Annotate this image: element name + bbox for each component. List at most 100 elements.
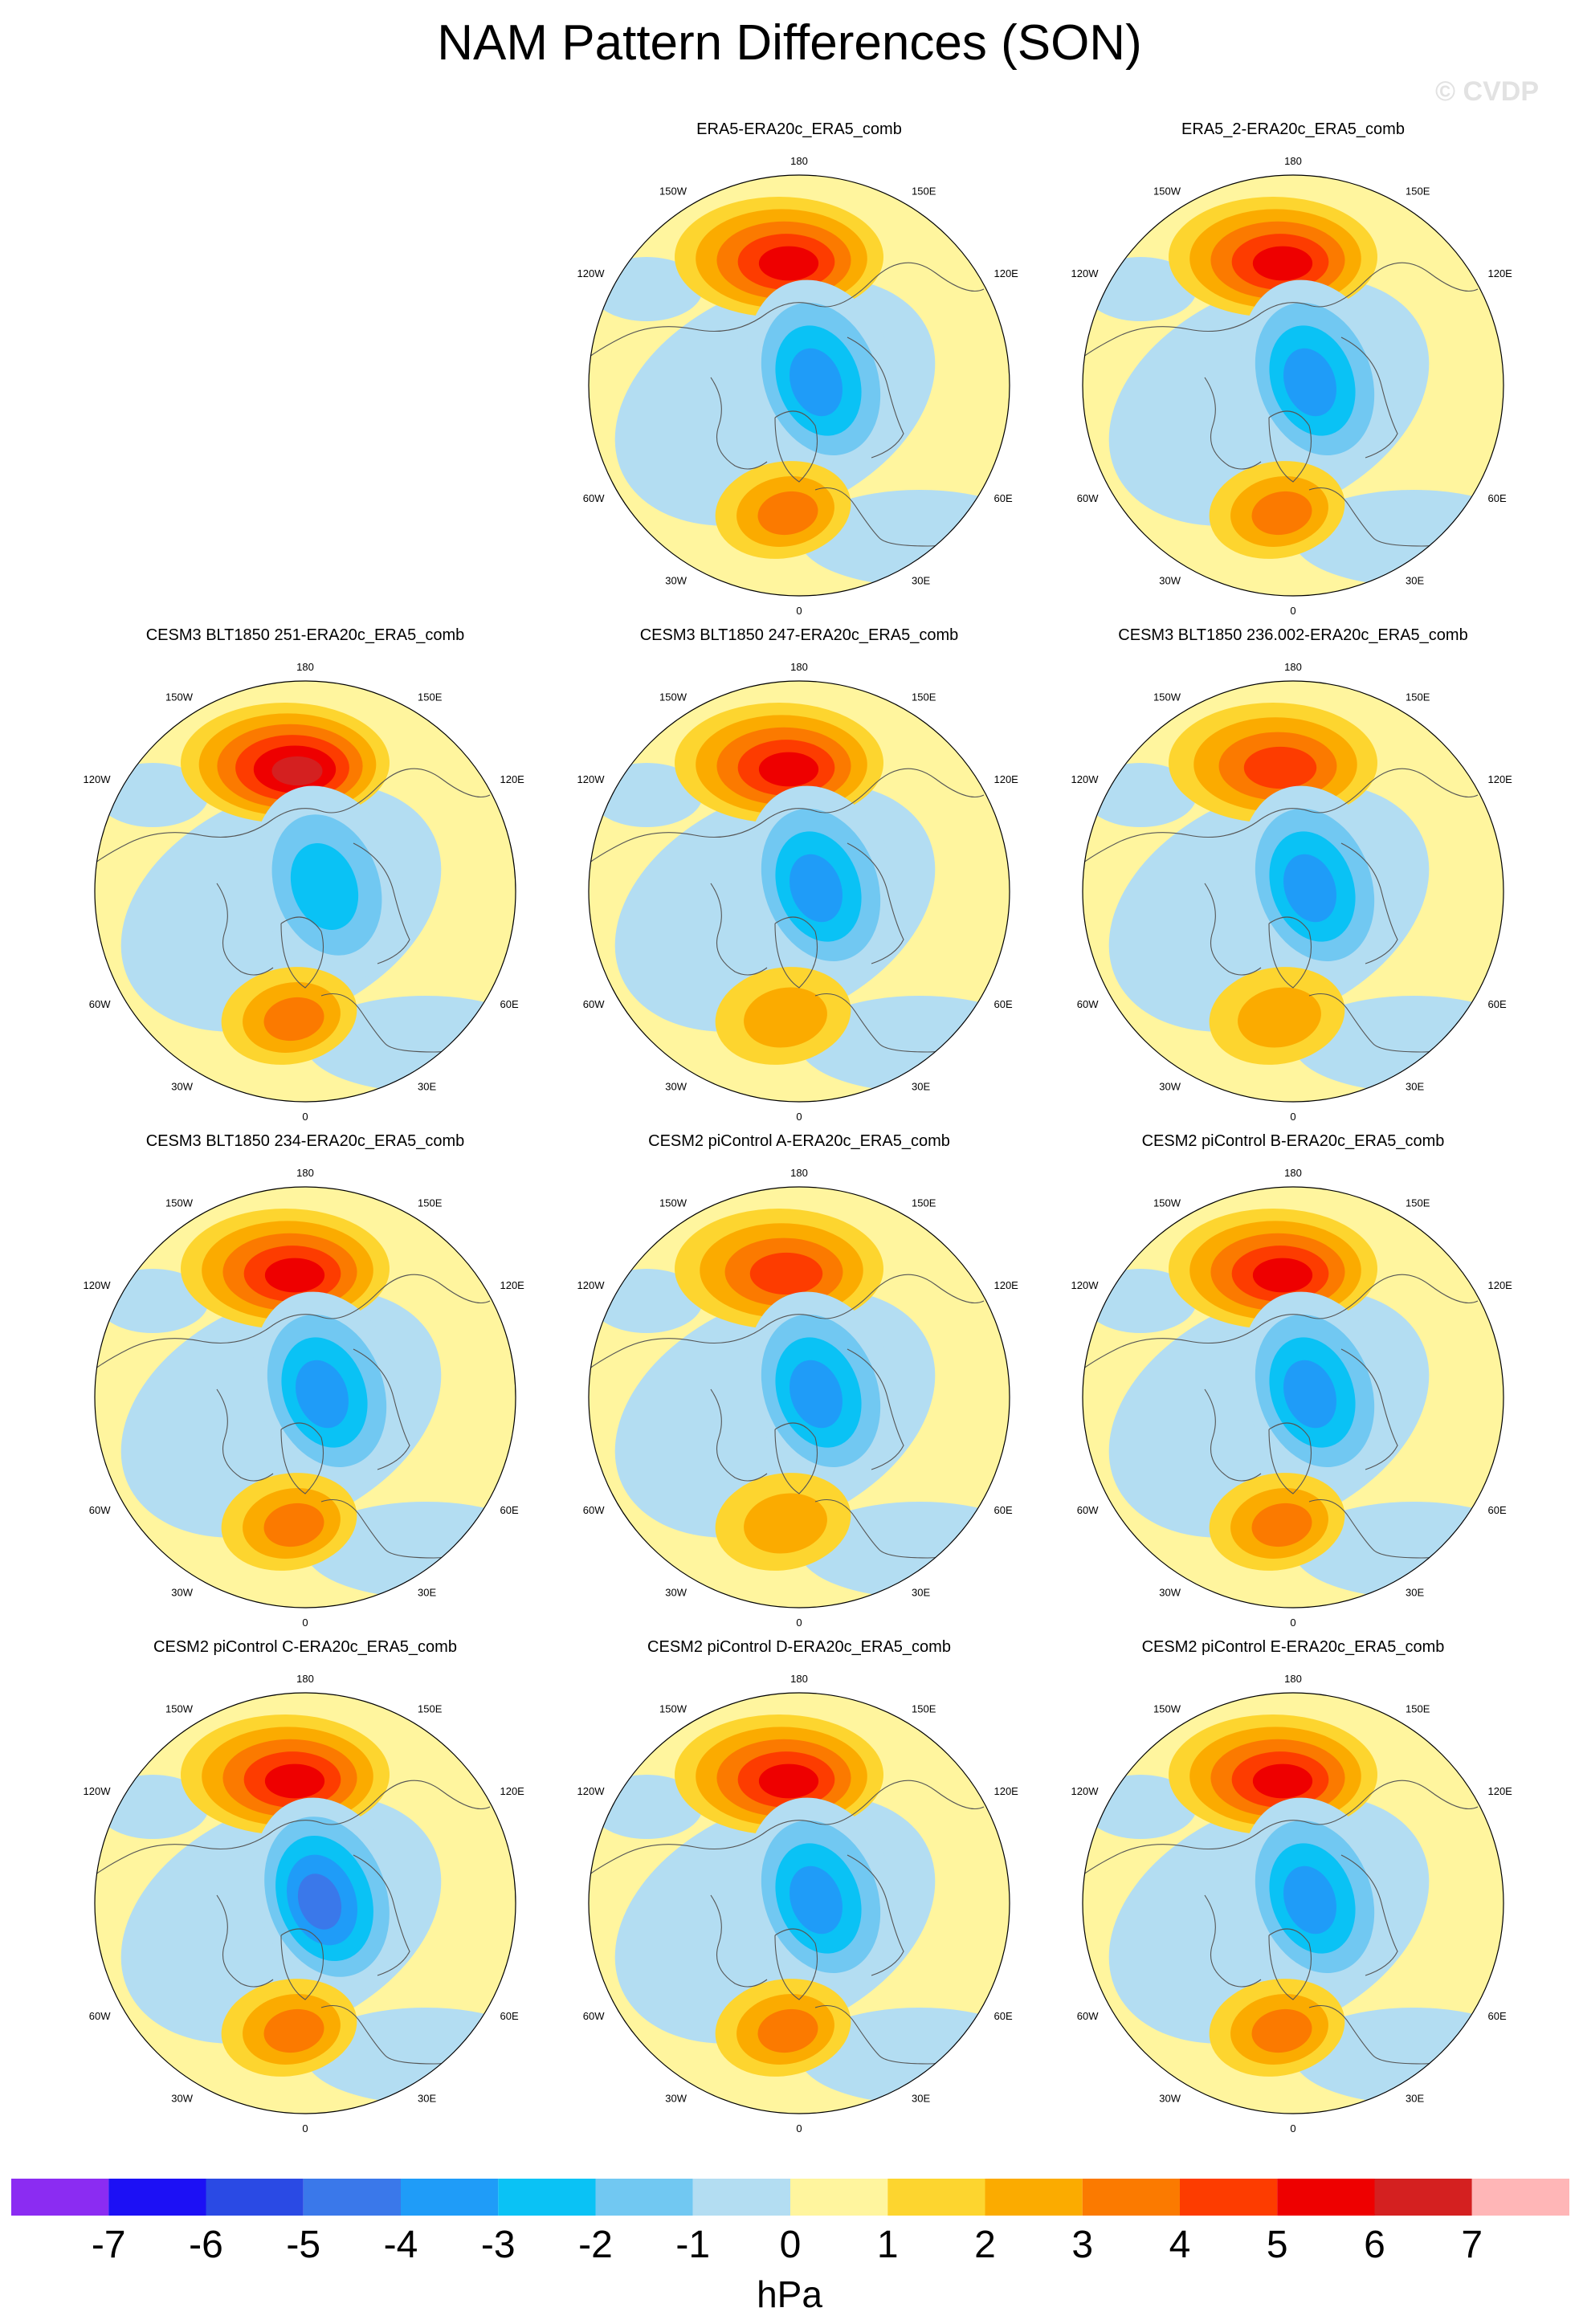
coastlines [589, 262, 985, 547]
longitude-label: 180 [790, 1673, 808, 1685]
pacific-high-contour [264, 1258, 325, 1293]
longitude-label: 60E [500, 2010, 518, 2022]
longitude-label: 120W [84, 773, 112, 785]
longitude-label: 90W [80, 1392, 81, 1404]
arctic-low-contour [790, 348, 843, 417]
polar-map: 180150E120E90E60E30E030W60W90W120W150W [80, 1167, 524, 1629]
colorbar-swatch [1082, 2179, 1180, 2216]
longitude-label: 60W [583, 1504, 605, 1516]
longitude-label: 90W [1068, 380, 1069, 392]
longitude-label: 30W [665, 574, 687, 586]
longitude-label: 30E [418, 1586, 436, 1598]
panel-title: ERA5-ERA20c_ERA5_comb [696, 120, 902, 138]
arctic-low-contour [1283, 348, 1336, 417]
longitude-label: 180 [790, 661, 808, 673]
longitude-label: 30E [1406, 1080, 1424, 1092]
longitude-label: 150E [912, 1197, 936, 1209]
coastline-alaska-canada [95, 818, 274, 876]
longitude-label: 150E [912, 1703, 936, 1715]
coastline-hudson [710, 1388, 768, 1482]
arctic-low-contour [790, 854, 843, 923]
longitude-label: 60W [1077, 998, 1099, 1010]
longitude-label: 60E [994, 1504, 1012, 1516]
longitude-label: 30W [665, 1586, 687, 1598]
panel-title: CESM2 piControl B-ERA20c_ERA5_comb [1141, 1132, 1445, 1150]
colorbar-tick-label: 6 [1364, 2224, 1385, 2266]
copyright-watermark: © CVDP [1435, 76, 1539, 107]
colorbar-tick-label: 3 [1071, 2224, 1093, 2266]
longitude-label: 30W [171, 1080, 193, 1092]
coastline-greenland [1268, 1928, 1312, 2000]
longitude-label: 150E [418, 1197, 443, 1209]
map-panel: CESM2 piControl E-ERA20c_ERA5_comb 180 150… [1068, 1638, 1518, 2152]
longitude-label: 120E [500, 773, 524, 785]
longitude-label: 30W [171, 2092, 193, 2104]
longitude-label: 0 [302, 1111, 308, 1123]
longitude-label: 90W [574, 1392, 575, 1404]
atlantic-high-contour [263, 2008, 324, 2053]
longitude-label: 90W [574, 886, 575, 898]
longitude-label: 150E [1406, 691, 1430, 703]
arctic-low-contour [790, 1865, 843, 1935]
coastline-hudson [710, 883, 768, 976]
longitude-label: 150W [1153, 1197, 1181, 1209]
coastlines [95, 768, 491, 1053]
longitude-label: 30E [1406, 1586, 1424, 1598]
longitude-label: 0 [796, 1617, 802, 1629]
longitude-label: 30E [418, 1080, 436, 1092]
longitude-label: 150W [165, 1703, 194, 1715]
colorbar-swatch [1180, 2179, 1278, 2216]
longitude-label: 90W [574, 380, 575, 392]
pacific-high-contour [758, 246, 819, 281]
longitude-label: 180 [1284, 1673, 1302, 1685]
longitude-label: 30W [665, 2092, 687, 2104]
coastline-siberia [847, 336, 904, 459]
colorbar-tick-label: -6 [189, 2224, 223, 2266]
coastline-alaska-canada [589, 312, 768, 370]
colorbar-tick-label: -7 [92, 2224, 126, 2266]
colorbar-unit-label: hPa [757, 2273, 822, 2315]
coastline-asia [766, 1780, 985, 1832]
longitude-label: 180 [296, 1167, 314, 1179]
colorbar-swatch [206, 2179, 304, 2216]
longitude-label: 60E [500, 998, 518, 1010]
longitude-label: 30W [1159, 2092, 1181, 2104]
longitude-label: 30W [665, 1080, 687, 1092]
coastline-alaska-canada [1083, 1324, 1262, 1382]
longitude-label: 180 [1284, 1167, 1302, 1179]
longitude-label: 180 [1284, 155, 1302, 167]
longitude-label: 0 [1290, 2122, 1295, 2134]
map-border [1082, 1692, 1504, 2114]
longitude-label: 30E [912, 2092, 930, 2104]
longitude-label: 120E [1487, 267, 1512, 279]
atlantic-high-contour [1251, 1502, 1312, 1547]
coastline-greenland [280, 1928, 324, 2000]
longitude-label: 150E [912, 186, 936, 198]
longitude-label: 90W [80, 1898, 81, 1910]
map-panel: CESM3 BLT1850 236.002-ERA20c_ERA5_comb 18… [1068, 626, 1518, 1140]
colorbar-swatch [1277, 2179, 1375, 2216]
pacific-high-contour [1252, 1258, 1313, 1293]
map-panel: CESM2 piControl C-ERA20c_ERA5_comb 180 150… [80, 1638, 530, 2152]
longitude-label: 60W [1077, 492, 1099, 504]
longitude-label: 30E [1406, 2092, 1424, 2104]
polar-map: 180150E120E90E60E30E030W60W90W120W150W [1068, 661, 1512, 1123]
longitude-label: 60W [583, 2010, 605, 2022]
coastline-greenland [280, 1422, 324, 1494]
coastlines [1083, 262, 1479, 547]
longitude-label: 30W [1159, 574, 1181, 586]
colorbar-swatch [790, 2179, 888, 2216]
coastline-asia [1260, 1780, 1479, 1832]
map-border [94, 1692, 516, 2114]
polar-map: 180150E120E90E60E30E030W60W90W120W150W [574, 661, 1018, 1123]
longitude-label: 150W [1153, 691, 1181, 703]
longitude-label: 150W [659, 1703, 687, 1715]
pacific-high-contour [758, 752, 819, 787]
atlantic-high-contour [744, 1493, 827, 1554]
map-border [588, 680, 1010, 1103]
panel-title: CESM2 piControl D-ERA20c_ERA5_comb [647, 1638, 951, 1656]
polar-map: 180150E120E90E60E30E030W60W90W120W150W [574, 155, 1018, 617]
coastline-alaska-canada [95, 1324, 274, 1382]
colorbar-tick-label: 4 [1169, 2224, 1191, 2266]
atlantic-high-contour [263, 1502, 324, 1547]
